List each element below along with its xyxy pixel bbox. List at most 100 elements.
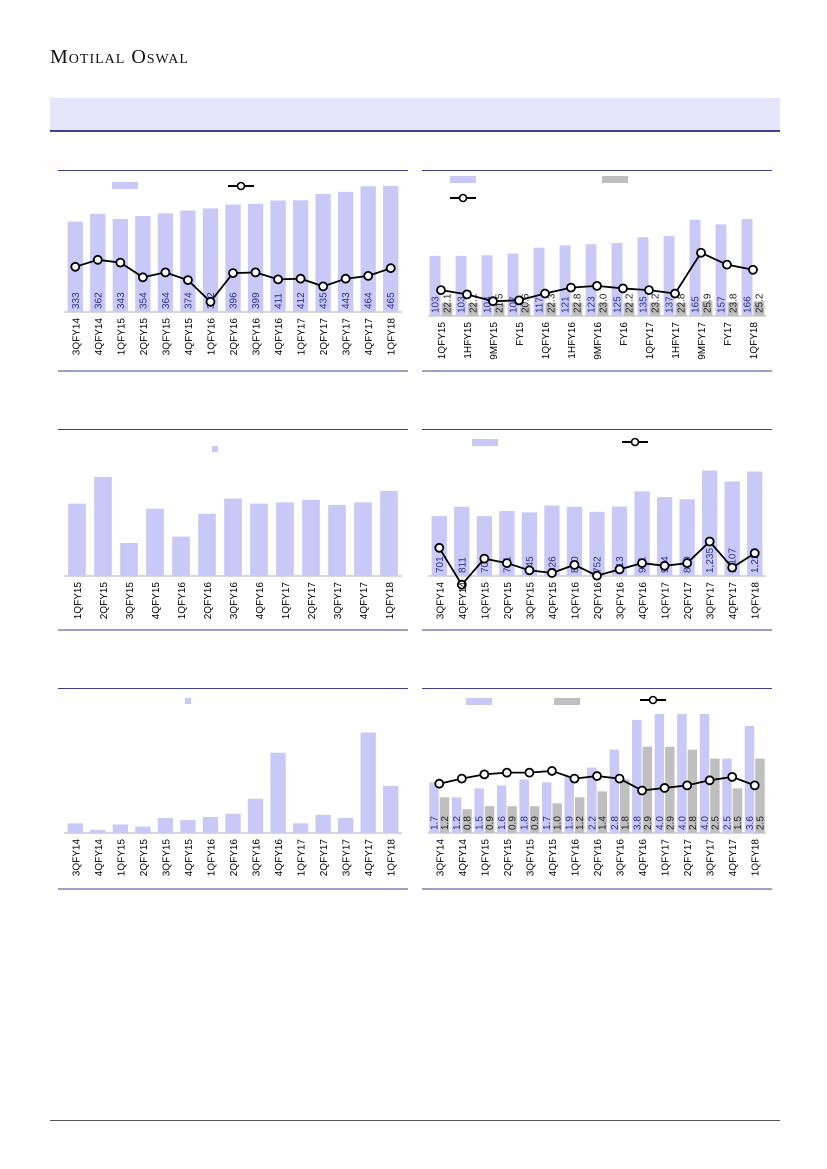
data-label: 1.9 — [565, 816, 576, 830]
line-point — [569, 559, 580, 570]
line-point — [434, 542, 445, 553]
category-label: FY15 — [515, 322, 526, 346]
bar — [112, 824, 128, 833]
category-label: 1QFY18 — [749, 322, 760, 360]
category-label: 1QFY15 — [437, 322, 448, 360]
category-label: 1QFY16 — [541, 322, 552, 360]
data-label: 157 — [717, 296, 728, 313]
line-point — [273, 274, 283, 285]
data-label: 117 — [535, 297, 546, 313]
bar — [455, 255, 467, 316]
category-label: 2QFY17 — [319, 318, 330, 356]
category-label: 1QFY16 — [206, 839, 217, 877]
data-label: 333 — [71, 292, 82, 309]
data-label: 22.1 — [468, 293, 479, 313]
category-label: 2QFY17 — [307, 582, 318, 620]
data-label: 396 — [229, 292, 240, 309]
data-label: 701 — [435, 556, 446, 573]
line-point — [618, 283, 628, 294]
legend-swatch — [450, 176, 476, 183]
category-label: 1QFY18 — [385, 582, 396, 620]
legend-swatch — [602, 176, 628, 183]
bar — [611, 506, 628, 576]
bar-secondary — [462, 809, 472, 833]
bar — [724, 481, 740, 576]
bar — [302, 499, 320, 576]
line-point — [592, 281, 602, 291]
data-label: 23.2 — [650, 293, 661, 313]
category-label: 1HFY15 — [463, 322, 474, 359]
bar — [474, 788, 484, 833]
bar-secondary — [710, 758, 720, 833]
legend-marker — [630, 437, 640, 447]
bar — [225, 813, 241, 833]
bar — [744, 725, 755, 833]
bar — [611, 243, 623, 316]
category-label: 1QFY17 — [661, 839, 672, 877]
line-point — [592, 771, 602, 781]
line-point — [524, 767, 535, 778]
category-label: 9MFY17 — [697, 322, 708, 360]
data-label: 2.2 — [587, 816, 598, 830]
data-label: 1.6 — [497, 816, 508, 830]
category-label: 4QFY16 — [274, 839, 285, 877]
bar — [202, 816, 219, 833]
bar — [507, 253, 519, 316]
category-label: 1QFY18 — [387, 318, 398, 356]
bar — [519, 779, 529, 833]
data-label: 135 — [639, 296, 650, 313]
category-label: 2QFY15 — [503, 582, 514, 620]
bar — [541, 782, 552, 833]
data-label: 1.2 — [575, 816, 586, 830]
bar — [451, 797, 462, 833]
bar — [135, 826, 151, 833]
data-label: 2.5 — [722, 816, 733, 830]
line-point — [436, 285, 446, 296]
category-label: 1QFY17 — [661, 582, 672, 620]
category-label: 3QFY15 — [161, 318, 172, 356]
bar-secondary — [649, 302, 661, 316]
category-label: 1QFY15 — [116, 318, 127, 356]
data-label: 412 — [296, 292, 307, 309]
data-label: 1.2 — [440, 816, 451, 830]
bar — [499, 511, 515, 576]
data-label: 2.5 — [710, 816, 721, 830]
category-label: 3QFY16 — [252, 839, 263, 877]
data-label: 22.1 — [442, 293, 453, 313]
category-label: 2QFY16 — [593, 839, 604, 877]
data-label: 0.9 — [508, 816, 519, 830]
line-point — [462, 289, 472, 300]
chart-1: 3333623433543643743823963994114124354434… — [58, 170, 408, 372]
category-label: 2QFY17 — [319, 839, 330, 877]
line-point — [682, 558, 693, 569]
bar-secondary — [753, 301, 765, 316]
data-label: 443 — [341, 292, 352, 309]
category-label: 4QFY15 — [184, 318, 195, 356]
line-point — [70, 261, 81, 272]
data-label: 4.0 — [700, 816, 711, 830]
legend-swatch — [212, 446, 218, 452]
data-label: 4.0 — [677, 816, 688, 830]
line-point — [547, 568, 557, 578]
bar — [585, 244, 597, 316]
data-label: 411 — [274, 293, 285, 309]
category-label: 1HFY17 — [671, 322, 682, 359]
category-label: 1HFY16 — [567, 322, 578, 359]
category-label: 3QFY16 — [616, 582, 627, 620]
category-label: 3QFY17 — [706, 839, 717, 877]
bar — [120, 542, 138, 576]
data-label: 1.2 — [452, 816, 463, 830]
line-point — [670, 288, 680, 299]
category-label: 4QFY17 — [364, 839, 375, 877]
chart-4: 7018117007617458268107528139919248991,23… — [422, 429, 772, 631]
line-point — [659, 560, 670, 571]
chart-2: 103 103 104 107 117 121 123 125 135 137 165 157 166 2… — [422, 170, 772, 372]
category-label: 2QFY16 — [593, 582, 604, 620]
data-label: 2.9 — [643, 816, 654, 830]
bar — [270, 200, 286, 312]
bar — [741, 219, 753, 316]
line-point — [115, 257, 126, 268]
brand-logo: Motilal Oswal — [50, 46, 189, 69]
data-label: 3.6 — [745, 816, 756, 830]
bar-secondary — [439, 797, 450, 833]
